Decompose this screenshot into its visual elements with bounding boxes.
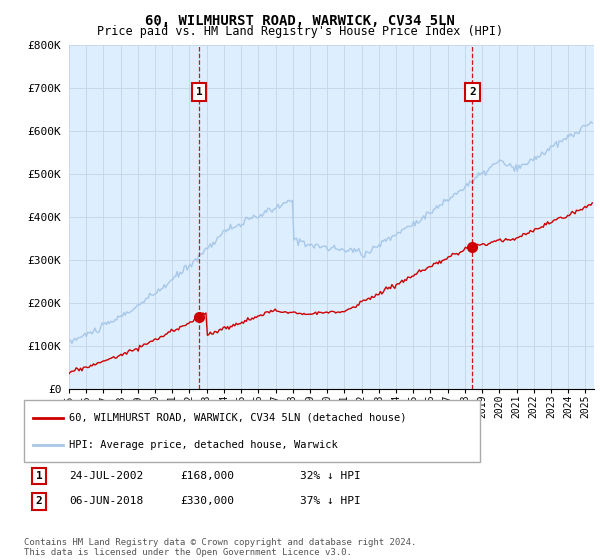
Text: HPI: Average price, detached house, Warwick: HPI: Average price, detached house, Warw… xyxy=(69,440,338,450)
Text: 06-JUN-2018: 06-JUN-2018 xyxy=(69,496,143,506)
Text: £168,000: £168,000 xyxy=(180,471,234,481)
Text: £330,000: £330,000 xyxy=(180,496,234,506)
Text: 37% ↓ HPI: 37% ↓ HPI xyxy=(300,496,361,506)
Text: 60, WILMHURST ROAD, WARWICK, CV34 5LN: 60, WILMHURST ROAD, WARWICK, CV34 5LN xyxy=(145,14,455,28)
Text: 1: 1 xyxy=(196,87,203,97)
Text: 60, WILMHURST ROAD, WARWICK, CV34 5LN (detached house): 60, WILMHURST ROAD, WARWICK, CV34 5LN (d… xyxy=(69,413,407,423)
Text: 32% ↓ HPI: 32% ↓ HPI xyxy=(300,471,361,481)
Text: 24-JUL-2002: 24-JUL-2002 xyxy=(69,471,143,481)
Text: Contains HM Land Registry data © Crown copyright and database right 2024.
This d: Contains HM Land Registry data © Crown c… xyxy=(24,538,416,557)
Text: 2: 2 xyxy=(469,87,476,97)
Text: Price paid vs. HM Land Registry's House Price Index (HPI): Price paid vs. HM Land Registry's House … xyxy=(97,25,503,38)
Text: 2: 2 xyxy=(35,496,43,506)
Text: 1: 1 xyxy=(35,471,43,481)
